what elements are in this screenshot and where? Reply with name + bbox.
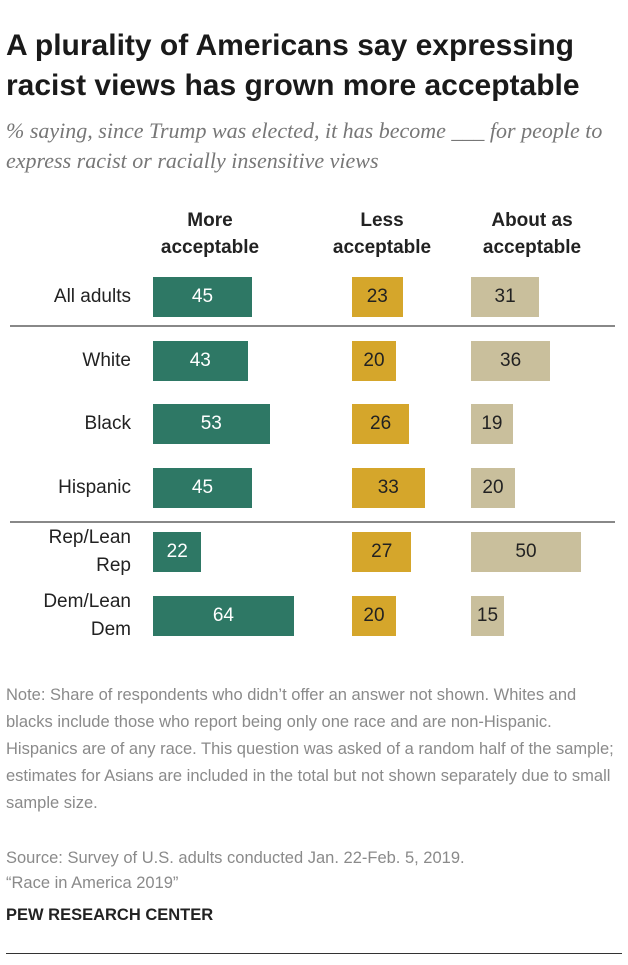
value-label: 33 bbox=[377, 477, 399, 498]
bar bbox=[471, 532, 581, 572]
value-label: 22 bbox=[166, 541, 188, 562]
chart-title: A plurality of Americans say expressing … bbox=[6, 29, 580, 102]
bar bbox=[153, 341, 248, 381]
value-label: 50 bbox=[515, 541, 537, 562]
bar bbox=[352, 277, 403, 317]
bar bbox=[352, 404, 410, 444]
separator bbox=[10, 521, 615, 523]
bar bbox=[471, 404, 513, 444]
bar bbox=[352, 532, 412, 572]
bar bbox=[471, 341, 551, 381]
bar bbox=[153, 596, 294, 636]
column-header: More acceptable bbox=[160, 210, 260, 258]
category-label: Rep/Lean Rep bbox=[48, 527, 131, 576]
category-label: All adults bbox=[53, 286, 131, 307]
separator bbox=[10, 325, 615, 327]
bar bbox=[153, 468, 252, 508]
value-label: 20 bbox=[363, 605, 385, 626]
branding: PEW RESEARCH CENTER bbox=[6, 906, 214, 924]
source: Source: Survey of U.S. adults conducted … bbox=[6, 849, 465, 867]
bar bbox=[153, 404, 270, 444]
bar bbox=[352, 468, 425, 508]
value-label: 36 bbox=[500, 350, 522, 371]
value-label: 23 bbox=[366, 286, 388, 307]
rule bbox=[6, 953, 622, 954]
report: “Race in America 2019” bbox=[6, 874, 179, 892]
value-label: 15 bbox=[476, 605, 499, 626]
value-label: 20 bbox=[482, 477, 504, 498]
bar bbox=[153, 532, 202, 572]
category-label: Hispanic bbox=[58, 477, 131, 498]
bar bbox=[352, 341, 396, 381]
value-label: 31 bbox=[494, 286, 516, 307]
value-label: 27 bbox=[371, 541, 393, 562]
bar bbox=[153, 277, 252, 317]
value-label: 43 bbox=[189, 350, 211, 371]
bar bbox=[471, 468, 515, 508]
category-label: White bbox=[82, 350, 131, 371]
value-label: 64 bbox=[212, 605, 234, 626]
value-label: 26 bbox=[370, 413, 392, 434]
chart-subtitle: % saying, since Trump was elected, it ha… bbox=[6, 118, 603, 173]
category-label: Black bbox=[84, 413, 131, 434]
column-header: Less acceptable bbox=[332, 210, 432, 258]
value-label: 19 bbox=[481, 413, 503, 434]
column-header: About as acceptable bbox=[482, 210, 582, 258]
value-label: 53 bbox=[200, 413, 222, 434]
value-label: 20 bbox=[363, 350, 385, 371]
value-label: 45 bbox=[191, 477, 214, 498]
bar bbox=[471, 277, 540, 317]
category-label: Dem/Lean Dem bbox=[43, 591, 131, 640]
bar bbox=[471, 596, 504, 636]
bar bbox=[352, 596, 396, 636]
value-label: 45 bbox=[191, 286, 214, 307]
note: Note: Share of respondents who didn’t of… bbox=[6, 686, 614, 812]
